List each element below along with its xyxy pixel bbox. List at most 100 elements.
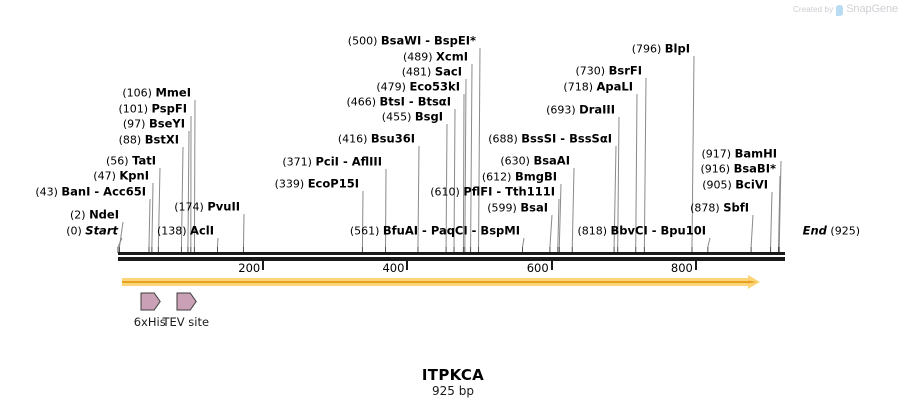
enzyme-label[interactable]: (43) BanI - Acc65I — [35, 186, 146, 199]
feature-label: TEV site — [162, 315, 210, 329]
enzyme-label[interactable]: (630) BsaAI — [500, 155, 570, 168]
enzyme-label[interactable]: (916) BsaBI* — [700, 163, 776, 176]
enzyme-label[interactable]: (718) ApaLI — [563, 81, 633, 94]
enzyme-name: BanI - Acc65I — [61, 184, 146, 199]
enzyme-label[interactable]: (88) BstXI — [119, 134, 179, 147]
enzyme-leader-line — [453, 108, 456, 248]
enzyme-name: DraIII — [579, 102, 615, 117]
enzyme-leader-line — [558, 183, 562, 248]
enzyme-position: (917) — [701, 147, 732, 161]
enzyme-leader-line — [643, 77, 647, 248]
enzyme-name: NdeI — [89, 207, 119, 222]
enzyme-label[interactable]: (0) Start — [66, 225, 118, 238]
enzyme-position: (610) — [430, 185, 460, 199]
enzyme-label[interactable]: (489) XcmI — [403, 51, 468, 64]
enzyme-label[interactable]: (2) NdeI — [70, 209, 119, 222]
enzyme-leader-line — [635, 93, 638, 248]
enzyme-leader-line — [180, 146, 184, 248]
enzyme-position: (2) — [69, 208, 86, 222]
enzyme-position: (489) — [402, 50, 433, 64]
feature-arrow[interactable] — [140, 292, 162, 316]
enzyme-name: SacI — [434, 64, 462, 79]
enzyme-name: TatI — [132, 153, 156, 168]
enzyme-leader-line — [193, 99, 196, 248]
enzyme-position: (416) — [337, 132, 368, 146]
enzyme-position: (479) — [376, 80, 406, 94]
watermark-created-by-label: Created by — [793, 4, 834, 14]
enzyme-position: (612) — [481, 170, 512, 184]
end-marker-label: End (925) — [803, 225, 860, 238]
enzyme-label[interactable]: (174) PvuII — [174, 201, 240, 214]
enzyme-label[interactable]: (610) PflFI - Tth111I — [430, 186, 555, 199]
enzyme-name: BsgI — [414, 109, 443, 124]
enzyme-label[interactable]: (500) BsaWI - BspEI* — [348, 35, 476, 48]
enzyme-label[interactable]: (730) BsrFI — [575, 65, 642, 78]
enzyme-name: BfuAI - PaqCI - BspMI — [382, 223, 520, 238]
enzyme-name: BsaI — [520, 200, 548, 215]
enzyme-position: (56) — [106, 154, 129, 168]
enzyme-label[interactable]: (693) DraIII — [546, 104, 615, 117]
enzyme-label[interactable]: (481) SacI — [402, 66, 462, 79]
enzyme-label[interactable]: (561) BfuAI - PaqCI - BspMI — [350, 225, 520, 238]
enzyme-position: (138) — [156, 224, 187, 238]
enzyme-label[interactable]: (599) BsaI — [487, 202, 548, 215]
enzyme-position: (43) — [35, 185, 58, 199]
enzyme-label[interactable]: (101) PspFI — [118, 103, 187, 116]
sequence-backbone-lower — [118, 257, 785, 261]
enzyme-leader-line — [778, 175, 781, 248]
enzyme-position: (818) — [577, 224, 608, 238]
enzyme-name: BsrFI — [608, 63, 642, 78]
feature-arrow[interactable] — [176, 292, 198, 316]
enzyme-label[interactable]: (878) SbfI — [690, 202, 749, 215]
enzyme-leader-line — [417, 145, 420, 248]
enzyme-leader-line — [464, 78, 467, 248]
enzyme-label[interactable]: (688) BssSI - BssSαI — [488, 133, 612, 146]
enzyme-name: SbfI — [723, 200, 749, 215]
enzyme-leader-line — [750, 214, 754, 248]
enzyme-name: BstXI — [144, 132, 179, 147]
enzyme-position: (101) — [118, 102, 149, 116]
enzyme-leader-line — [571, 167, 575, 248]
enzyme-leader-line — [242, 213, 245, 248]
enzyme-label[interactable]: (138) AclI — [157, 225, 214, 238]
enzyme-position: (47) — [93, 169, 116, 183]
sequence-length-label: 925 bp — [432, 384, 474, 398]
enzyme-label[interactable]: (917) BamHI — [701, 148, 777, 161]
ruler-tick-label: 600 — [526, 261, 549, 275]
enzyme-label[interactable]: (106) MmeI — [122, 87, 191, 100]
enzyme-label[interactable]: (612) BmgBI — [482, 171, 557, 184]
enzyme-position: (106) — [122, 86, 152, 100]
enzyme-leader-line — [549, 214, 553, 248]
enzyme-label[interactable]: (455) BsgI — [382, 111, 443, 124]
enzyme-label[interactable]: (56) TatI — [106, 155, 156, 168]
ruler-tick — [406, 261, 409, 270]
enzyme-leader-line — [118, 221, 124, 248]
enzyme-leader-line — [445, 123, 448, 248]
enzyme-label[interactable]: (47) KpnI — [93, 170, 149, 183]
enzyme-label[interactable]: (371) PciI - AflIII — [282, 156, 382, 169]
enzyme-label[interactable]: (97) BseYI — [123, 118, 185, 131]
enzyme-label[interactable]: (905) BciVI — [702, 179, 768, 192]
enzyme-name: PspFI — [151, 101, 187, 116]
enzyme-name: BciVI — [735, 177, 768, 192]
enzyme-label[interactable]: (479) Eco53kI — [376, 81, 460, 94]
enzyme-label[interactable]: (796) BlpI — [632, 43, 690, 56]
feature-label: 6xHis — [133, 315, 166, 329]
snapgene-logo-icon — [836, 4, 844, 16]
enzyme-label[interactable]: (339) EcoP15I — [275, 178, 359, 191]
enzyme-position: (905) — [702, 178, 732, 192]
enzyme-leader-line — [148, 198, 151, 248]
enzyme-name: Bsu36I — [370, 131, 415, 146]
enzyme-name: BtsI - BtsαI — [379, 94, 451, 109]
enzyme-label[interactable]: (416) Bsu36I — [338, 133, 415, 146]
ruler-tick-label: 800 — [670, 261, 693, 275]
enzyme-position: (688) — [488, 132, 518, 146]
enzyme-leader-line — [613, 145, 617, 248]
feature-arrow-shape — [140, 292, 161, 311]
enzyme-label[interactable]: (466) BtsI - BtsαI — [346, 96, 451, 109]
enzyme-position: (730) — [575, 64, 606, 78]
enzyme-name: PflFI - Tth111I — [463, 184, 555, 199]
enzyme-position: (693) — [546, 103, 576, 117]
enzyme-label[interactable]: (818) BbvCI - Bpu10I — [577, 225, 706, 238]
